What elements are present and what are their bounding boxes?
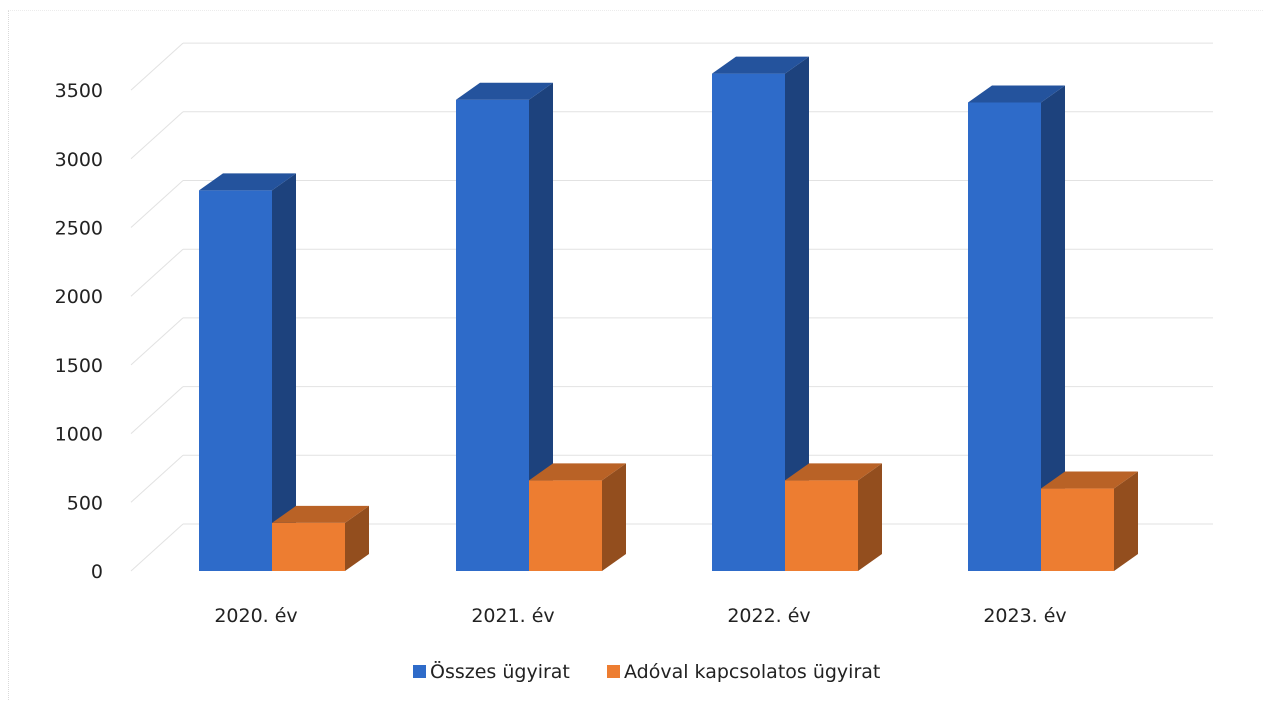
x-axis: 2020. év 2021. év 2022. év 2023. év: [214, 605, 1066, 627]
bars: [199, 56, 1138, 572]
bar: [968, 85, 1065, 571]
bar-side: [858, 463, 882, 571]
bar-side: [345, 505, 369, 571]
gridline-diagonal: [130, 317, 184, 366]
bar-side: [785, 56, 809, 571]
legend-swatch: [413, 665, 426, 678]
bar-side: [272, 173, 296, 572]
bar-side: [602, 463, 626, 571]
bar: [199, 173, 296, 572]
legend-item: Adóval kapcsolatos ügyirat: [607, 661, 880, 683]
bar-top: [785, 463, 882, 481]
bar-top: [968, 85, 1065, 103]
x-tick-label: 2021. év: [471, 605, 554, 627]
legend-item: Összes ügyirat: [413, 660, 570, 683]
legend-label: Adóval kapcsolatos ügyirat: [624, 661, 880, 683]
y-tick-label: 3500: [55, 80, 103, 102]
gridline-diagonal: [130, 386, 184, 434]
gridline-diagonal: [130, 111, 184, 160]
bar-front: [199, 190, 272, 572]
y-tick-label: 0: [91, 561, 103, 583]
bar-front: [785, 480, 858, 571]
gridline-diagonal: [130, 42, 184, 91]
bar-front: [1041, 488, 1114, 571]
bar: [529, 463, 626, 571]
y-tick-label: 1000: [55, 424, 103, 446]
bar-top: [199, 173, 296, 191]
y-tick-label: 2000: [55, 286, 103, 308]
y-tick-label: 500: [67, 492, 103, 514]
y-tick-label: 3000: [55, 149, 103, 171]
gridline-diagonal: [130, 180, 184, 228]
gridline-diagonal: [130, 248, 184, 297]
bar-front: [529, 480, 602, 571]
bar: [785, 463, 882, 571]
y-axis: 0 500 1000 1500 2000 2500 3000 3500: [55, 80, 103, 583]
legend-swatch: [607, 665, 620, 678]
bar-top: [712, 56, 809, 74]
bar: [456, 82, 553, 571]
bar: [712, 56, 809, 571]
bar: [1041, 471, 1138, 571]
bar-side: [1114, 471, 1138, 571]
bar-side: [529, 82, 553, 571]
x-tick-label: 2022. év: [727, 605, 810, 627]
bar-front: [456, 99, 529, 571]
bar-top: [529, 463, 626, 481]
bar: [272, 505, 369, 571]
gridline-diagonal: [130, 523, 184, 572]
bar-front: [272, 522, 345, 571]
legend: Összes ügyirat Adóval kapcsolatos ügyirat: [413, 660, 880, 683]
chart-frame: [8, 10, 1263, 700]
legend-label: Összes ügyirat: [430, 660, 570, 683]
bar-top: [1041, 471, 1138, 489]
y-tick-label: 2500: [55, 218, 103, 240]
bar-front: [968, 102, 1041, 571]
gridline-diagonal: [130, 454, 184, 503]
bar-top: [272, 505, 369, 523]
bar-top: [456, 82, 553, 100]
bar-side: [1041, 85, 1065, 571]
bar-front: [712, 73, 785, 571]
x-tick-label: 2020. év: [214, 605, 297, 627]
y-tick-label: 1500: [55, 355, 103, 377]
x-tick-label: 2023. év: [983, 605, 1066, 627]
